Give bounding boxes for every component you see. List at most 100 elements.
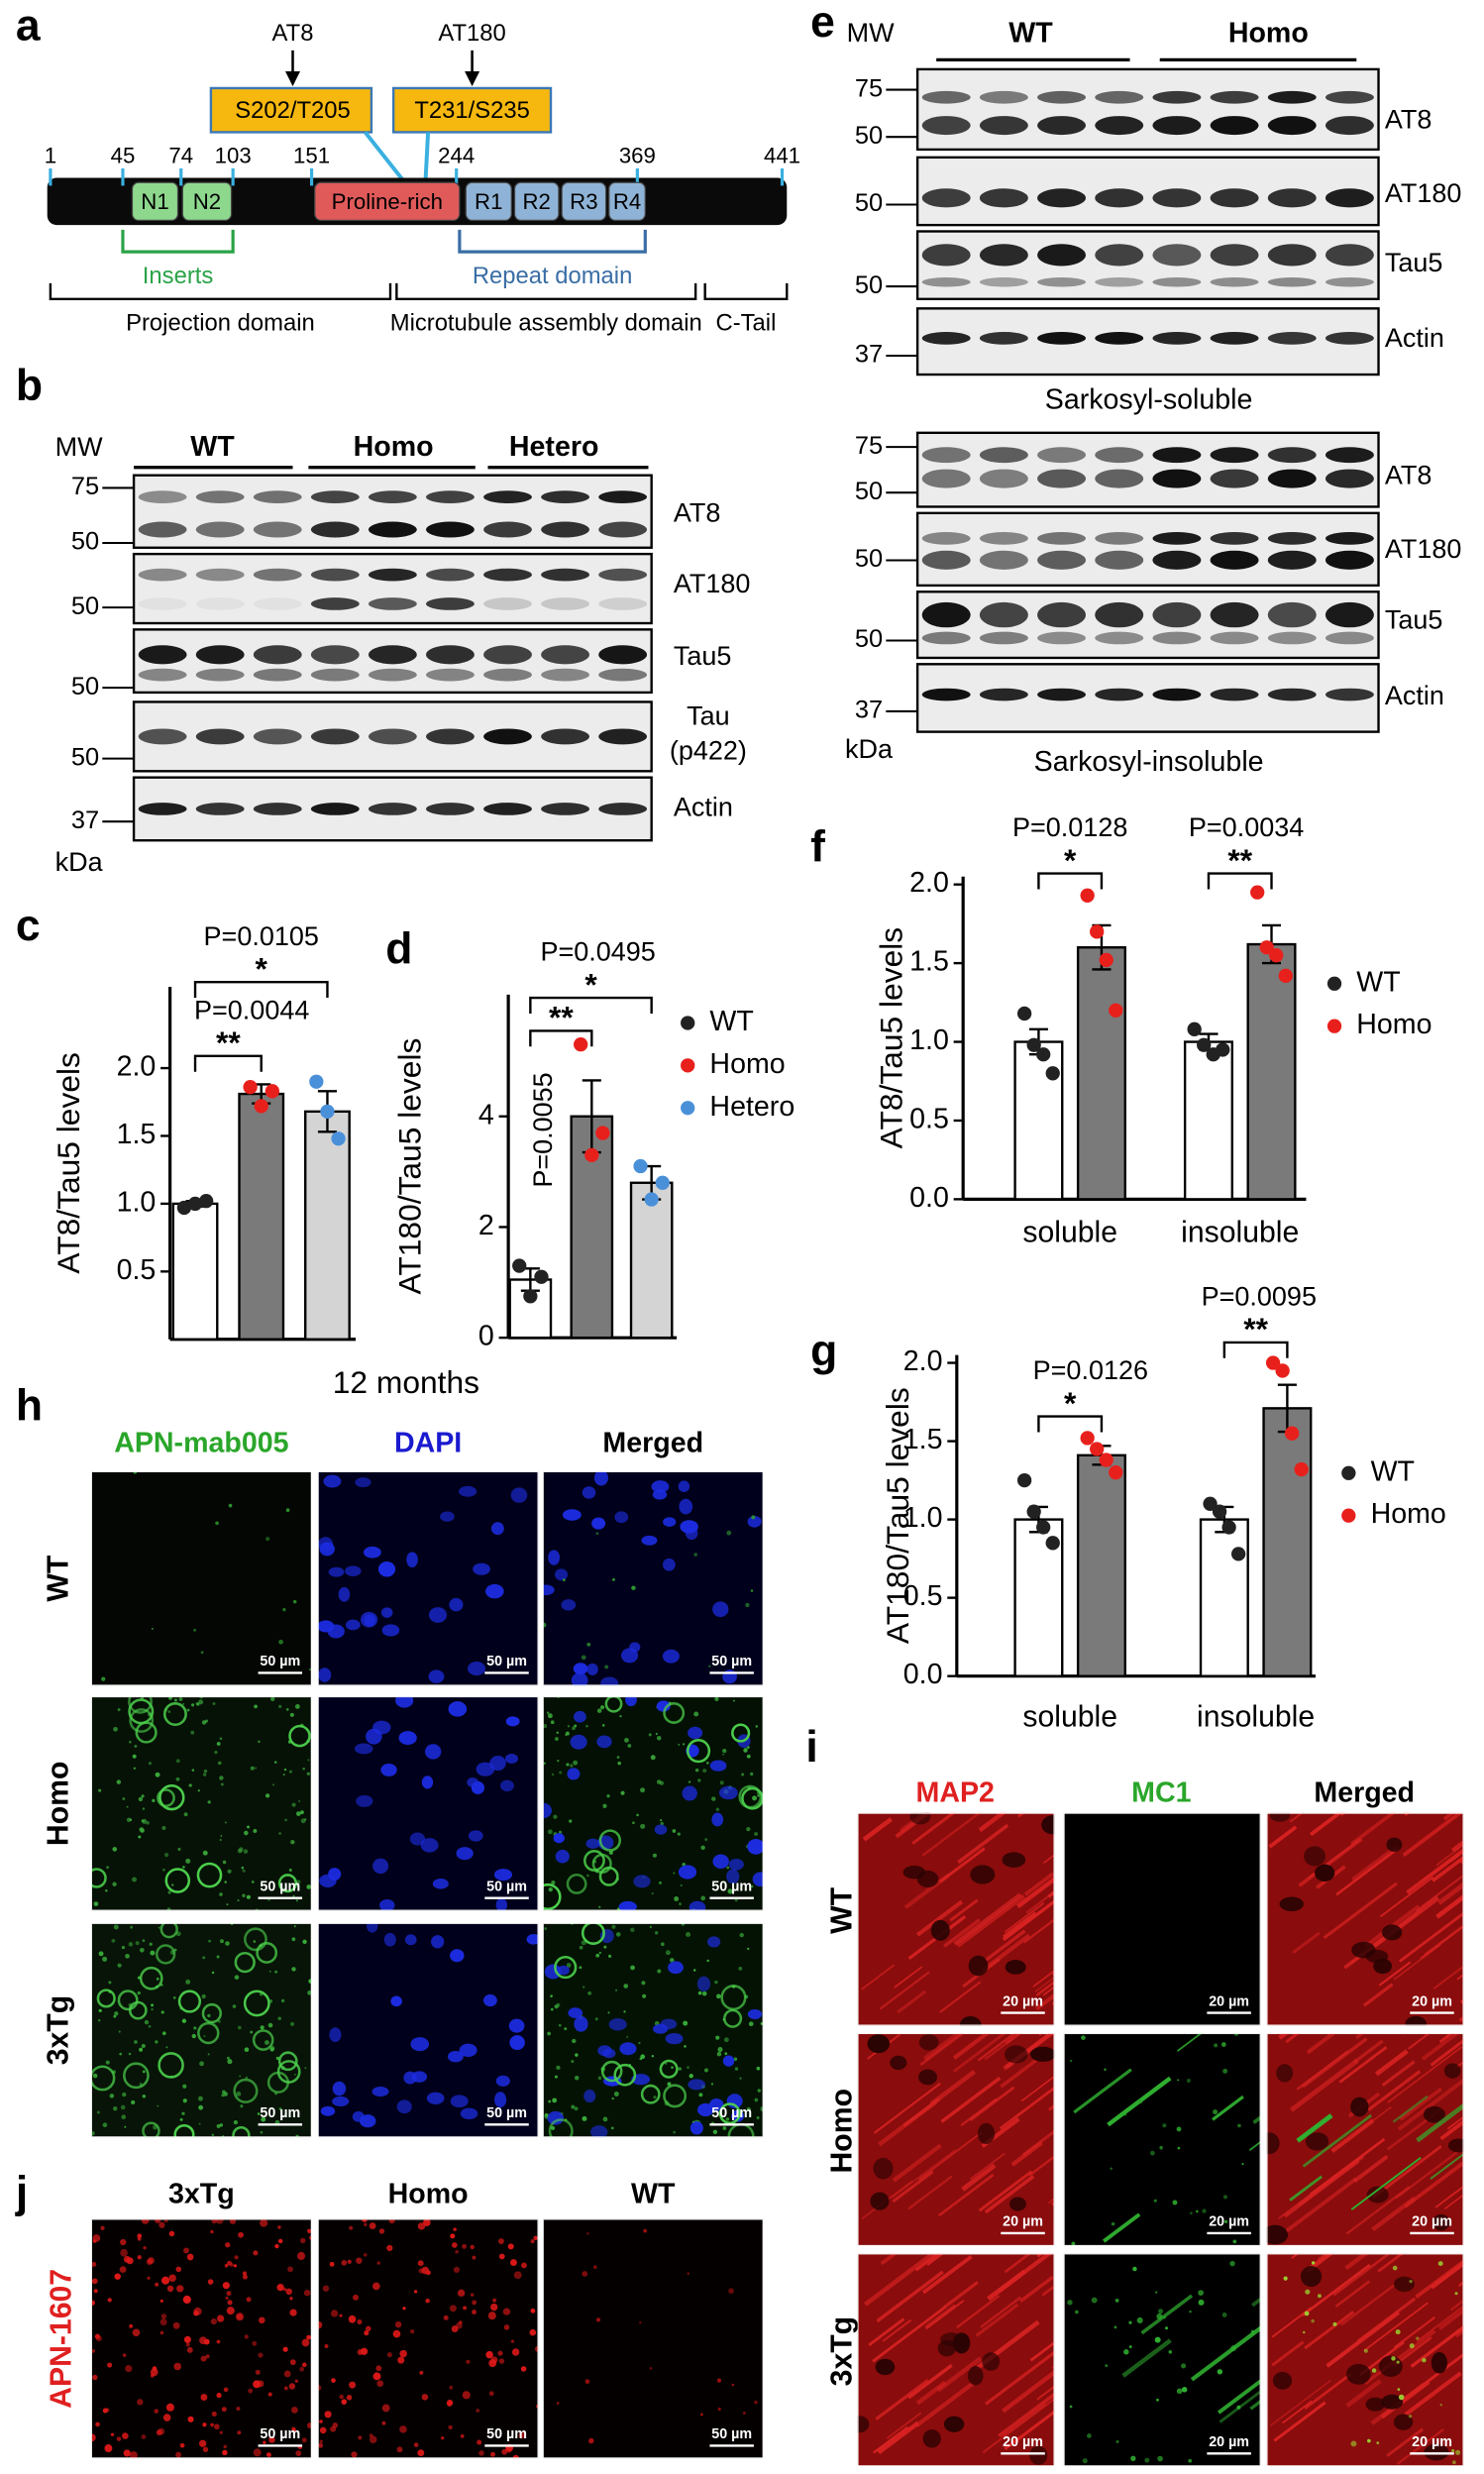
micrograph-signal <box>202 1773 207 1776</box>
micrograph-signal <box>1311 2261 1316 2265</box>
micrograph-signal <box>506 2447 512 2453</box>
micrograph-nucleus <box>332 2096 350 2107</box>
micrograph-signal <box>258 2352 264 2358</box>
micrograph-signal <box>302 1939 307 1945</box>
chart-caption: 12 months <box>333 1364 479 1400</box>
micrograph-signal <box>215 1521 219 1526</box>
micrograph-nucleus <box>909 1812 931 1825</box>
micrograph-signal <box>298 1800 301 1803</box>
micrograph-signal <box>396 2446 403 2453</box>
micrograph-signal <box>602 1803 607 1808</box>
micrograph-signal <box>449 2385 454 2390</box>
mw-marker: 75 <box>71 473 99 500</box>
row-label: WT <box>42 1555 74 1601</box>
micrograph-signal <box>295 1899 298 1902</box>
micrograph-signal <box>124 2125 127 2128</box>
blot-band <box>138 521 187 538</box>
micrograph-nucleus <box>747 1839 764 1855</box>
micrograph-nucleus <box>355 1477 371 1488</box>
micrograph-signal <box>556 2002 561 2007</box>
micrograph-signal <box>700 1845 705 1851</box>
micrograph-signal <box>244 2047 250 2053</box>
micrograph-nucleus <box>597 2045 612 2057</box>
micrograph-nucleus <box>665 2033 684 2045</box>
micrograph-fiber <box>1446 2115 1464 2130</box>
data-point <box>1090 924 1105 939</box>
micrograph-cell <box>96 1989 116 2008</box>
blot-antibody: Tau5 <box>1385 605 1443 635</box>
micrograph-signal <box>254 1704 258 1709</box>
micrograph-nucleus <box>696 1976 711 1992</box>
micrograph-fiber <box>953 2033 1007 2073</box>
micrograph-signal <box>1439 2404 1442 2407</box>
micrograph-signal <box>558 2023 562 2027</box>
region-bracket <box>458 229 647 254</box>
micrograph-signal <box>237 2313 242 2319</box>
micrograph-signal <box>137 2236 142 2241</box>
micrograph-signal <box>510 2339 515 2343</box>
micrograph-signal <box>1396 2360 1400 2364</box>
bar <box>1013 1040 1064 1201</box>
micrograph-cell <box>158 2052 184 2079</box>
micrograph-fiber <box>1378 1961 1412 1987</box>
micrograph-fiber <box>1398 1912 1464 1963</box>
micrograph-signal <box>151 1627 154 1631</box>
micrograph-nucleus <box>967 2365 984 2386</box>
micrograph-signal <box>93 1901 99 1906</box>
micrograph-signal <box>682 1743 686 1746</box>
micrograph-signal <box>218 2020 221 2023</box>
significance-stars: * <box>256 950 268 986</box>
micrograph-signal <box>1130 2455 1136 2461</box>
micrograph <box>317 1923 539 2138</box>
micrograph-signal <box>202 2422 207 2427</box>
micrograph-fiber <box>1340 2284 1395 2326</box>
blot-antibody: Actin <box>674 793 733 822</box>
micrograph-signal <box>248 2388 254 2394</box>
micrograph-fiber <box>1304 2372 1352 2410</box>
region-label: Inserts <box>143 263 214 289</box>
micrograph-signal <box>1332 2321 1337 2326</box>
blot-band <box>921 532 971 545</box>
micrograph-signal <box>397 2356 405 2364</box>
micrograph-nucleus <box>633 1875 651 1888</box>
mw-marker: 50 <box>855 478 883 505</box>
tau-segment-label: R4 <box>613 189 641 214</box>
blot-band <box>979 469 1028 488</box>
scale-bar-label: 50 µm <box>260 2105 300 2121</box>
micrograph-signal <box>220 1782 224 1786</box>
micrograph <box>1063 2253 1261 2467</box>
micrograph-signal <box>1069 2059 1073 2063</box>
blot-band <box>1267 244 1317 267</box>
micrograph-nucleus <box>1272 2371 1293 2390</box>
micrograph-signal <box>658 1881 663 1884</box>
micrograph-signal <box>187 2416 194 2422</box>
micrograph-signal <box>757 2089 761 2093</box>
micrograph-cell <box>718 2102 741 2125</box>
micrograph-signal <box>118 2030 121 2033</box>
micrograph-signal <box>746 1754 751 1759</box>
mw-marker: 37 <box>71 807 99 834</box>
micrograph-signal <box>148 1762 153 1766</box>
data-point <box>320 1104 335 1119</box>
blot-band <box>541 568 589 582</box>
micrograph-nucleus <box>654 1824 668 1835</box>
micrograph-signal <box>520 2366 527 2372</box>
blot-band <box>1325 469 1374 488</box>
micrograph-signal <box>750 1884 754 1888</box>
micrograph-signal <box>255 1767 258 1770</box>
micrograph-signal <box>202 2446 209 2452</box>
micrograph-signal <box>477 2439 482 2445</box>
micrograph-signal <box>278 1704 282 1709</box>
micrograph-cell <box>162 1702 187 1727</box>
micrograph-fiber <box>911 1812 956 1845</box>
blot-band <box>195 668 245 682</box>
micrograph-nucleus <box>679 1498 693 1515</box>
micrograph-signal <box>656 1736 662 1741</box>
micrograph-signal <box>120 2104 126 2110</box>
micrograph-signal <box>226 2056 230 2060</box>
micrograph-fiber <box>1393 2315 1436 2349</box>
blot-band <box>1325 532 1374 545</box>
micrograph-signal <box>117 1963 122 1968</box>
legend-marker <box>1341 1465 1356 1480</box>
micrograph-signal <box>162 2414 171 2421</box>
